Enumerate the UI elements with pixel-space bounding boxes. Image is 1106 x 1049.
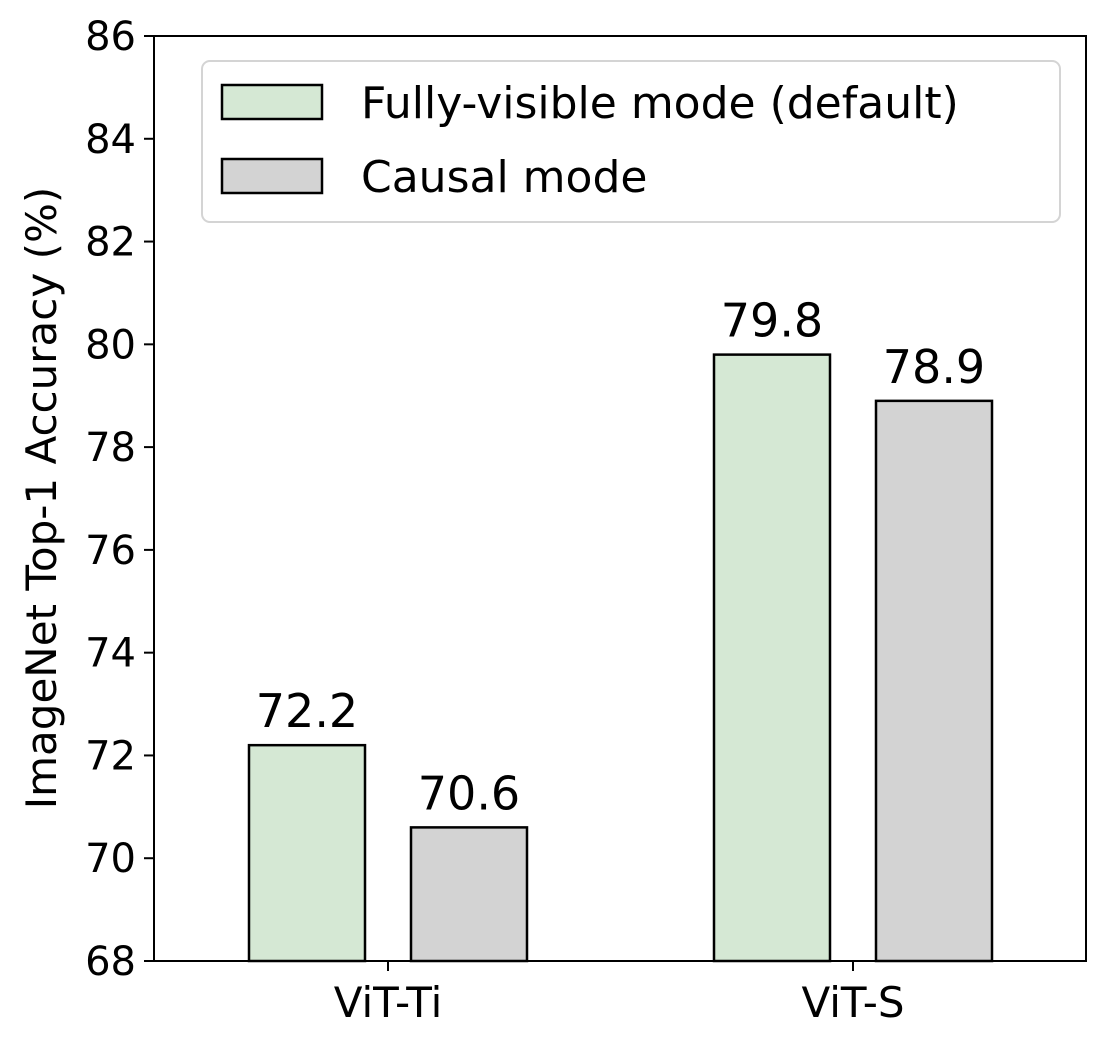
y-tick-label: 68 bbox=[85, 939, 136, 985]
bar-value-label: 70.6 bbox=[418, 766, 520, 820]
legend-swatch bbox=[220, 83, 324, 121]
bar-causal-vit-ti bbox=[409, 826, 529, 963]
y-tick-label: 72 bbox=[85, 733, 136, 779]
y-tick-label: 80 bbox=[85, 322, 136, 368]
legend-entry-label: Fully-visible mode (default) bbox=[361, 78, 959, 129]
legend-swatch bbox=[220, 157, 324, 195]
bar-fully-visible-vit-ti bbox=[247, 743, 367, 963]
x-axis-ticks: ViT-Ti ViT-S bbox=[334, 961, 905, 1027]
legend-frame bbox=[201, 60, 1061, 223]
y-tick-label: 74 bbox=[85, 631, 136, 677]
y-tick-label: 70 bbox=[85, 836, 136, 882]
y-tick-label: 78 bbox=[85, 425, 136, 471]
y-axis-ticks: 68 70 72 74 76 78 80 82 84 86 bbox=[85, 14, 154, 985]
legend: Fully-visible mode (default) Causal mode bbox=[201, 60, 1061, 223]
y-axis-title: ImageNet Top-1 Accuracy (%) bbox=[17, 187, 66, 810]
y-tick-label: 84 bbox=[85, 117, 136, 163]
y-tick-label: 82 bbox=[85, 220, 136, 266]
y-tick-label: 86 bbox=[85, 14, 136, 60]
bar-fully-visible-vit-s bbox=[712, 353, 832, 963]
y-tick-label: 76 bbox=[85, 528, 136, 574]
axes bbox=[153, 35, 1087, 962]
bar-value-label: 78.9 bbox=[883, 340, 985, 394]
x-tick-label: ViT-S bbox=[801, 978, 904, 1027]
bar-value-label: 72.2 bbox=[256, 684, 358, 738]
bar-value-labels: 72.2 70.6 79.8 78.9 bbox=[256, 294, 985, 821]
plot-frame bbox=[153, 35, 1087, 962]
bar-value-label: 79.8 bbox=[721, 294, 823, 348]
bar-causal-vit-s bbox=[874, 399, 994, 963]
x-tick-label: ViT-Ti bbox=[334, 978, 443, 1027]
bars-layer bbox=[247, 353, 994, 963]
legend-entry-label: Causal mode bbox=[361, 152, 647, 203]
